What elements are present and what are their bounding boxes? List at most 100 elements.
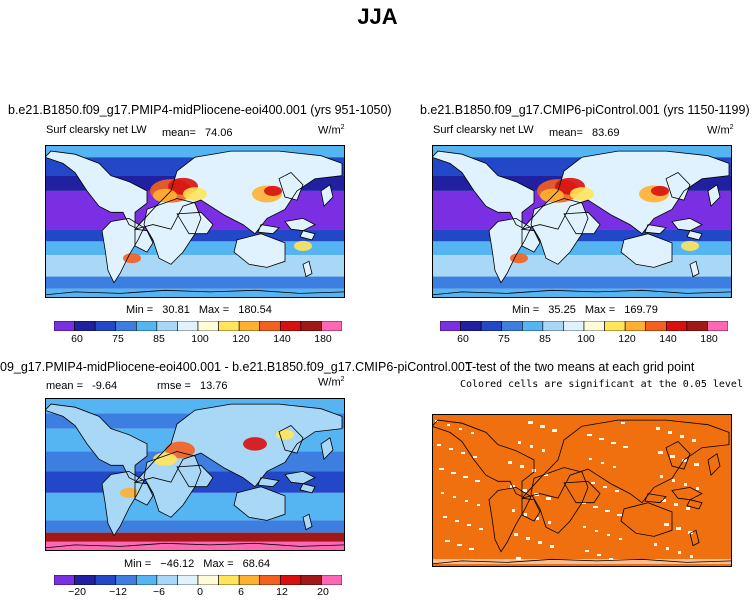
panel3-title: 09_g17.PMIP4-midPliocene-eoi400.001 - b.…: [0, 360, 472, 374]
nonsignificant-cell: [465, 500, 468, 502]
colorbar-swatch: [665, 321, 688, 331]
nonsignificant-cell: [520, 465, 524, 468]
panel1-colorbar-label: 120: [232, 333, 250, 345]
nonsignificant-cell: [678, 551, 681, 554]
value-band: [432, 255, 732, 277]
coastline: [320, 437, 334, 461]
colorbar-swatch: [94, 575, 117, 585]
value-band: [45, 541, 345, 551]
nonsignificant-cell: [587, 434, 592, 436]
value-band: [45, 520, 345, 533]
coastline: [488, 486, 532, 553]
nonsignificant-cell: [672, 479, 675, 482]
colorbar-swatch: [156, 575, 178, 585]
panel1-colorbar-label: 140: [273, 333, 291, 345]
nonsignificant-cell: [473, 456, 477, 458]
nonsignificant-cell: [662, 499, 666, 502]
colorbar-swatch: [74, 575, 96, 585]
colorbar-swatch: [300, 321, 322, 331]
nonsignificant-cell: [682, 459, 687, 462]
panel2-colorbar-label: 180: [700, 333, 718, 345]
coastline: [563, 211, 601, 235]
hot-spot: [510, 253, 528, 264]
panel3-mean-value: -9.64: [92, 380, 118, 392]
coastline: [45, 150, 148, 229]
nonsignificant-cell: [516, 557, 521, 560]
hot-spot: [183, 187, 207, 201]
nonsignificant-cell: [522, 489, 527, 492]
coastline: [530, 198, 589, 265]
nonsignificant-cell: [619, 538, 622, 540]
panel1-mean-label: mean=: [162, 127, 196, 139]
nonsignificant-cell: [479, 528, 483, 530]
hot-spot: [120, 487, 138, 498]
land-fill: [45, 404, 147, 481]
panel1-colorbar: [54, 321, 342, 331]
panel2-colorbar-labels: 60 75 85 100 120 140 180: [440, 333, 728, 347]
map-layer: [432, 145, 732, 298]
nonsignificant-cell: [611, 442, 616, 444]
colorbar-swatch: [156, 321, 178, 331]
colorbar-swatch: [604, 321, 626, 331]
panel2-colorbar-label: 140: [659, 333, 677, 345]
nonsignificant-cell: [668, 431, 672, 434]
panel3-mean: mean = -9.64: [46, 380, 117, 392]
nonsignificant-cell: [688, 531, 693, 534]
panel2-mean: mean= 83.69: [549, 127, 620, 139]
panel2-min-label: Min =: [512, 304, 540, 316]
colorbar-swatch: [238, 321, 261, 331]
land-fill: [234, 233, 285, 268]
panel1-title: b.e21.B1850.f09_g17.PMIP4-midPliocene-eo…: [8, 103, 392, 117]
panel2-units: W/m2: [707, 124, 734, 137]
coastline: [488, 217, 532, 284]
coastline: [176, 464, 214, 488]
coastline: [671, 217, 703, 232]
colorbar-swatch: [563, 321, 585, 331]
map-layer: [45, 145, 345, 298]
nonsignificant-cell: [599, 438, 604, 440]
panel2-colorbar-label: 60: [457, 333, 469, 345]
nonsignificant-cell: [597, 554, 601, 556]
panel3-colorbar-label: 20: [317, 586, 329, 598]
nonsignificant-cell: [694, 463, 699, 466]
hot-spot: [540, 188, 564, 203]
coastline: [644, 493, 667, 504]
coastline: [707, 184, 721, 208]
nonsignificant-cell: [463, 476, 468, 478]
nonsignificant-cell: [680, 435, 684, 438]
nonsignificant-cell: [615, 490, 619, 492]
coastline: [278, 425, 304, 454]
nonsignificant-cell: [589, 458, 592, 460]
colorbar-swatch: [542, 321, 564, 331]
colorbar-swatch: [177, 575, 199, 585]
panel3-units-base: W/m: [318, 376, 341, 389]
panel3-max-value: 68.64: [242, 558, 271, 570]
panel2-max-value: 169.79: [624, 304, 658, 316]
nonsignificant-cell: [540, 425, 545, 428]
coastline: [143, 198, 202, 265]
coastline: [320, 184, 334, 208]
panel4-title: T-test of the two means at each grid poi…: [465, 360, 695, 374]
colorbar-swatch: [259, 575, 281, 585]
nonsignificant-cell: [670, 455, 675, 458]
land-fill: [708, 184, 720, 207]
coastline: [101, 217, 145, 284]
nonsignificant-cell: [674, 503, 678, 506]
land-fill: [321, 437, 333, 460]
value-band: [45, 276, 345, 289]
panel3-colorbar-label: −20: [68, 586, 86, 598]
nonsignificant-cell: [467, 524, 471, 526]
value-band: [45, 532, 345, 542]
nonsignificant-cell: [443, 516, 447, 518]
panel3-units-exp: 2: [340, 376, 345, 383]
nonsignificant-cell: [621, 422, 625, 424]
map-frame: [432, 145, 732, 298]
colorbar-swatch: [135, 575, 158, 585]
antarctic-coastline: [45, 289, 345, 296]
colorbar-swatch: [501, 321, 523, 331]
coastline: [689, 260, 700, 278]
nonsignificant-cell: [666, 547, 669, 550]
nonsignificant-cell: [605, 510, 610, 512]
colorbar-swatch: [321, 575, 342, 585]
nonsignificant-cell: [550, 545, 554, 548]
